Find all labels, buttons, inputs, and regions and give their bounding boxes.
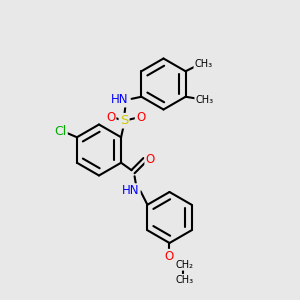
Text: O: O [136, 111, 145, 124]
Text: Cl: Cl [54, 125, 67, 138]
Text: O: O [146, 153, 155, 166]
Text: S: S [120, 114, 128, 127]
Text: CH₃: CH₃ [194, 59, 213, 69]
Text: CH₃: CH₃ [195, 95, 214, 105]
Text: HN: HN [111, 93, 128, 106]
Text: CH₂: CH₂ [176, 260, 194, 270]
Text: HN: HN [122, 184, 140, 197]
Text: O: O [165, 250, 174, 263]
Text: CH₃: CH₃ [176, 275, 194, 285]
Text: O: O [106, 111, 115, 124]
